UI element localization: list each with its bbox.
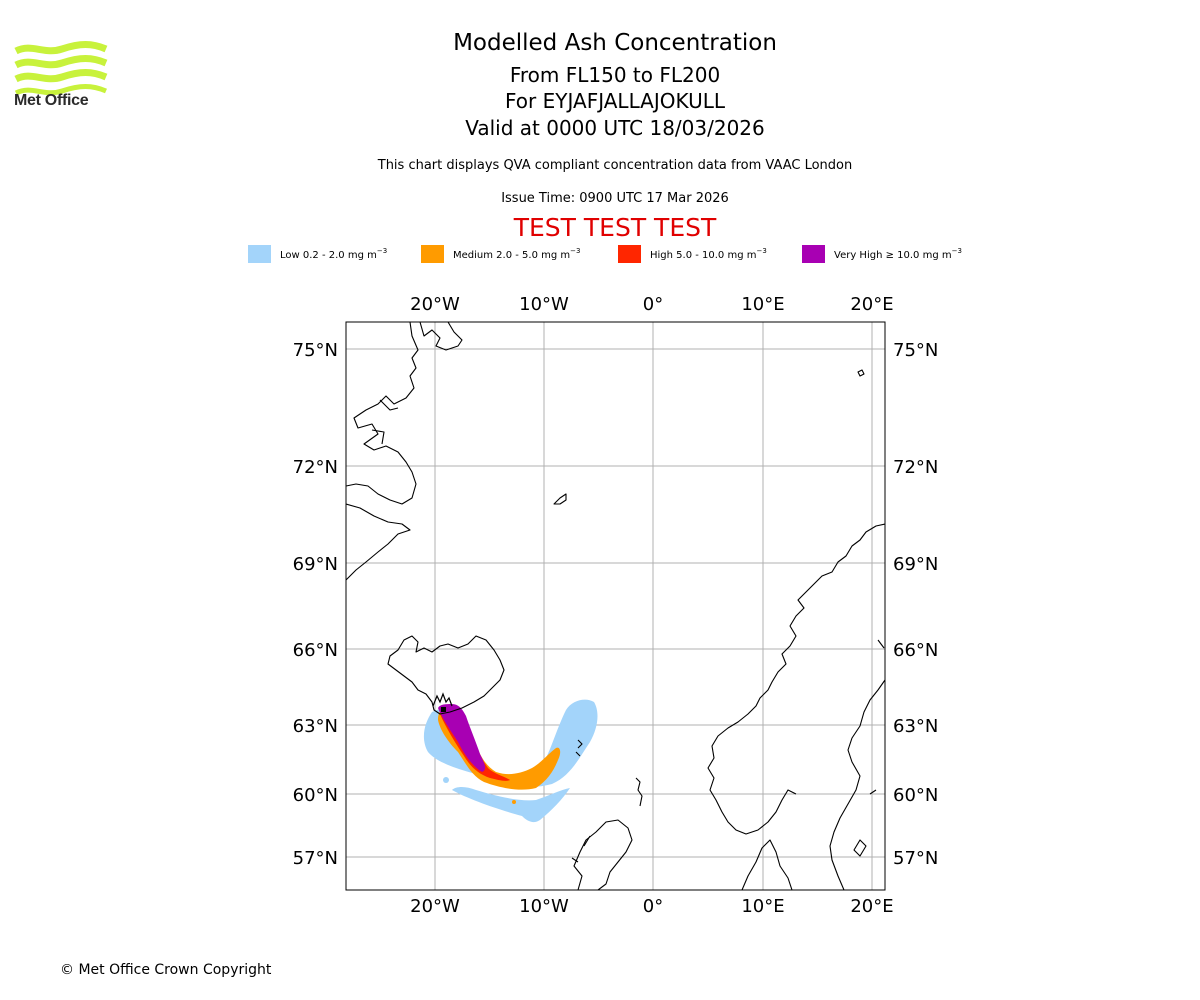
- legend-label-very-high: Very High ≥ 10.0 mg m−3: [834, 247, 962, 261]
- copyright-notice: © Met Office Crown Copyright: [60, 962, 272, 978]
- legend-swatch-very-high: [802, 245, 825, 263]
- lat-tick-left: 75°N: [293, 340, 338, 361]
- legend-item-medium: Medium 2.0 - 5.0 mg m−3: [421, 244, 580, 264]
- lon-tick-bottom: 20°E: [850, 896, 893, 917]
- logo-text: Met Office: [14, 92, 89, 109]
- legend-label-medium: Medium 2.0 - 5.0 mg m−3: [453, 247, 581, 261]
- legend-item-low: Low 0.2 - 2.0 mg m−3: [248, 244, 387, 264]
- lat-tick-left: 60°N: [293, 785, 338, 806]
- lat-tick-left: 66°N: [293, 640, 338, 661]
- lat-ticks-right: 75°N 72°N 69°N 66°N 63°N 60°N 57°N: [893, 340, 938, 869]
- lat-tick-left: 57°N: [293, 848, 338, 869]
- ash-very-high-concentration: [438, 704, 486, 772]
- lon-tick-top: 10°W: [519, 294, 569, 315]
- test-banner: TEST TEST TEST: [513, 213, 717, 242]
- lat-tick-right: 60°N: [893, 785, 938, 806]
- lat-tick-left: 69°N: [293, 554, 338, 575]
- lon-tick-top: 10°E: [741, 294, 784, 315]
- lat-tick-right: 63°N: [893, 716, 938, 737]
- lon-ticks-top: 20°W 10°W 0° 10°E 20°E: [410, 294, 893, 315]
- lon-tick-bottom: 0°: [643, 896, 663, 917]
- lat-ticks-left: 75°N 72°N 69°N 66°N 63°N 60°N 57°N: [293, 340, 338, 869]
- volcano-marker-icon: [432, 692, 453, 712]
- lat-tick-left: 63°N: [293, 716, 338, 737]
- valid-time: Valid at 0000 UTC 18/03/2026: [465, 116, 765, 140]
- lon-tick-top: 20°W: [410, 294, 460, 315]
- lat-tick-right: 75°N: [893, 340, 938, 361]
- legend-label-high: High 5.0 - 10.0 mg m−3: [650, 247, 767, 261]
- lon-tick-bottom: 10°E: [741, 896, 784, 917]
- lat-tick-right: 66°N: [893, 640, 938, 661]
- lon-ticks-bottom: 20°W 10°W 0° 10°E 20°E: [410, 896, 893, 917]
- volcano-name: For EYJAFJALLAJOKULL: [505, 89, 725, 113]
- chart-title: Modelled Ash Concentration: [453, 30, 777, 56]
- met-office-logo: [14, 41, 108, 96]
- lat-tick-right: 57°N: [893, 848, 938, 869]
- legend-item-high: High 5.0 - 10.0 mg m−3: [618, 244, 767, 264]
- lon-tick-top: 0°: [643, 294, 663, 315]
- flight-level-range: From FL150 to FL200: [509, 63, 721, 87]
- lat-tick-right: 69°N: [893, 554, 938, 575]
- gridlines: [346, 322, 885, 890]
- map-frame: [345, 321, 886, 891]
- legend-swatch-high: [618, 245, 641, 263]
- legend-swatch-medium: [421, 245, 444, 263]
- legend-item-very-high: Very High ≥ 10.0 mg m−3: [802, 244, 962, 264]
- legend-swatch-low: [248, 245, 271, 263]
- coastlines: [346, 322, 885, 890]
- lat-tick-left: 72°N: [293, 457, 338, 478]
- issue-time: Issue Time: 0900 UTC 17 Mar 2026: [501, 191, 729, 206]
- lat-tick-right: 72°N: [893, 457, 938, 478]
- lon-tick-bottom: 20°W: [410, 896, 460, 917]
- legend-label-low: Low 0.2 - 2.0 mg m−3: [280, 247, 388, 261]
- info-text: This chart displays QVA compliant concen…: [377, 158, 853, 173]
- lon-tick-top: 20°E: [850, 294, 893, 315]
- lon-tick-bottom: 10°W: [519, 896, 569, 917]
